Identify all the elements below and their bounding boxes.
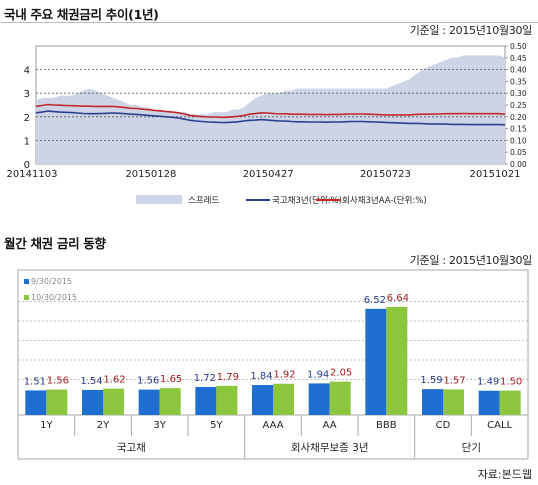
bar-sep xyxy=(195,386,217,415)
bar-sep xyxy=(25,390,47,415)
data-label-sep: 1.59 xyxy=(420,375,442,386)
spread-area xyxy=(36,55,505,164)
x-tick-label: 20141103 xyxy=(7,169,58,180)
category-label: CALL xyxy=(487,420,512,431)
data-label-oct: 1.62 xyxy=(103,375,125,386)
bar-oct xyxy=(273,383,294,415)
bar-oct xyxy=(216,385,238,415)
category-label: 5Y xyxy=(210,420,223,431)
data-label-oct: 1.92 xyxy=(273,370,295,381)
bar-chart-title: 월간 채권 금리 동향 xyxy=(4,236,106,251)
y-left-tick-label: 1 xyxy=(24,136,30,147)
x-tick-label: 20150723 xyxy=(360,169,411,180)
data-label-oct: 1.65 xyxy=(160,374,182,385)
data-label-oct: 1.50 xyxy=(500,377,522,388)
legend-swatch-spread xyxy=(136,195,182,204)
y-right-tick-label: 0.25 xyxy=(510,101,527,110)
y-left-tick-label: 3 xyxy=(24,89,30,100)
x-tick-label: 20150128 xyxy=(125,169,176,180)
data-label-oct: 2.05 xyxy=(330,368,352,379)
data-label-sep: 1.94 xyxy=(307,369,329,380)
bar-oct xyxy=(443,389,464,415)
category-label: 2Y xyxy=(97,420,110,431)
y-right-tick-label: 0.10 xyxy=(510,136,527,145)
legend-label: 9/30/2015 xyxy=(31,277,72,286)
bar-oct xyxy=(159,388,181,415)
category-label: BBB xyxy=(376,420,397,431)
line-chart-title: 국내 주요 채권금리 추이(1년) xyxy=(4,7,159,22)
data-label-sep: 1.51 xyxy=(24,376,46,387)
x-tick-label: 20150427 xyxy=(243,169,294,180)
data-label-sep: 1.84 xyxy=(250,371,272,382)
legend-label-corporate: 회사채3년AA-(단위:%) xyxy=(342,195,427,206)
y-right-tick-label: 0.30 xyxy=(510,89,527,98)
bar-sep xyxy=(478,390,500,415)
category-label: AA xyxy=(323,420,337,431)
bar-sep xyxy=(252,385,273,415)
group-label: 단기 xyxy=(462,442,481,454)
legend-label: 10/30/2015 xyxy=(31,293,77,302)
legend-label-spread: 스프레드 xyxy=(188,196,219,206)
bar-chart-base-date: 기준일 : 2015년10월30일 xyxy=(409,254,533,267)
category-label: CD xyxy=(436,420,451,431)
data-label-sep: 1.72 xyxy=(194,373,216,384)
legend-swatch xyxy=(24,295,29,300)
corporate-3y-line xyxy=(35,103,506,119)
data-label-sep: 1.54 xyxy=(80,376,102,387)
bar-oct xyxy=(329,381,351,415)
bar-oct xyxy=(46,389,68,415)
group-label: 회사채무보증 3년 xyxy=(291,442,369,454)
source-note: 자료:본드웹 xyxy=(477,468,532,481)
bar-oct xyxy=(386,306,408,415)
bar-sep xyxy=(365,308,387,415)
data-label-oct: 6.64 xyxy=(387,293,409,304)
category-label: 3Y xyxy=(153,420,166,431)
title-divider xyxy=(0,22,538,23)
data-label-oct: 1.56 xyxy=(47,376,69,387)
treasury-3y-line xyxy=(35,110,506,126)
bar-sep xyxy=(82,389,103,415)
group-label: 국고채 xyxy=(117,442,146,454)
bar-sep xyxy=(308,383,330,415)
category-label: 1Y xyxy=(40,420,53,431)
y-right-tick-label: 0.15 xyxy=(510,125,527,134)
bar-sep xyxy=(422,389,443,415)
line-chart-base-date: 기준일 : 2015년10월30일 xyxy=(409,24,533,37)
y-left-tick-label: 2 xyxy=(24,113,30,124)
legend-swatch xyxy=(24,279,29,284)
data-label-sep: 1.49 xyxy=(477,377,499,388)
y-right-tick-label: 0.45 xyxy=(510,54,527,63)
x-tick-label: 20151021 xyxy=(470,169,521,180)
y-right-tick-label: 0.35 xyxy=(510,77,527,86)
legend-label-treasury: 국고채3년(단위:%) xyxy=(272,195,342,206)
data-label-sep: 6.52 xyxy=(364,295,386,306)
data-label-oct: 1.57 xyxy=(443,375,465,386)
data-label-oct: 1.79 xyxy=(217,372,239,383)
bar-oct xyxy=(103,388,124,415)
y-left-tick-label: 0 xyxy=(24,160,30,171)
y-right-tick-label: 0.20 xyxy=(510,113,527,122)
data-label-sep: 1.56 xyxy=(137,376,159,387)
rate-trend-chart: 0 1 2 3 4 0.00 0.05 0.10 0.15 0.20 0.25 0.30 0.35 0.4… xyxy=(7,42,527,206)
category-label: AAA xyxy=(262,420,283,431)
y-right-tick-label: 0.00 xyxy=(510,160,527,169)
y-left-tick-label: 4 xyxy=(24,66,30,77)
bar-oct xyxy=(499,390,521,415)
bar-sep xyxy=(138,389,160,415)
y-right-tick-label: 0.50 xyxy=(510,42,527,51)
y-right-tick-label: 0.05 xyxy=(510,148,527,157)
y-right-tick-label: 0.40 xyxy=(510,66,527,75)
